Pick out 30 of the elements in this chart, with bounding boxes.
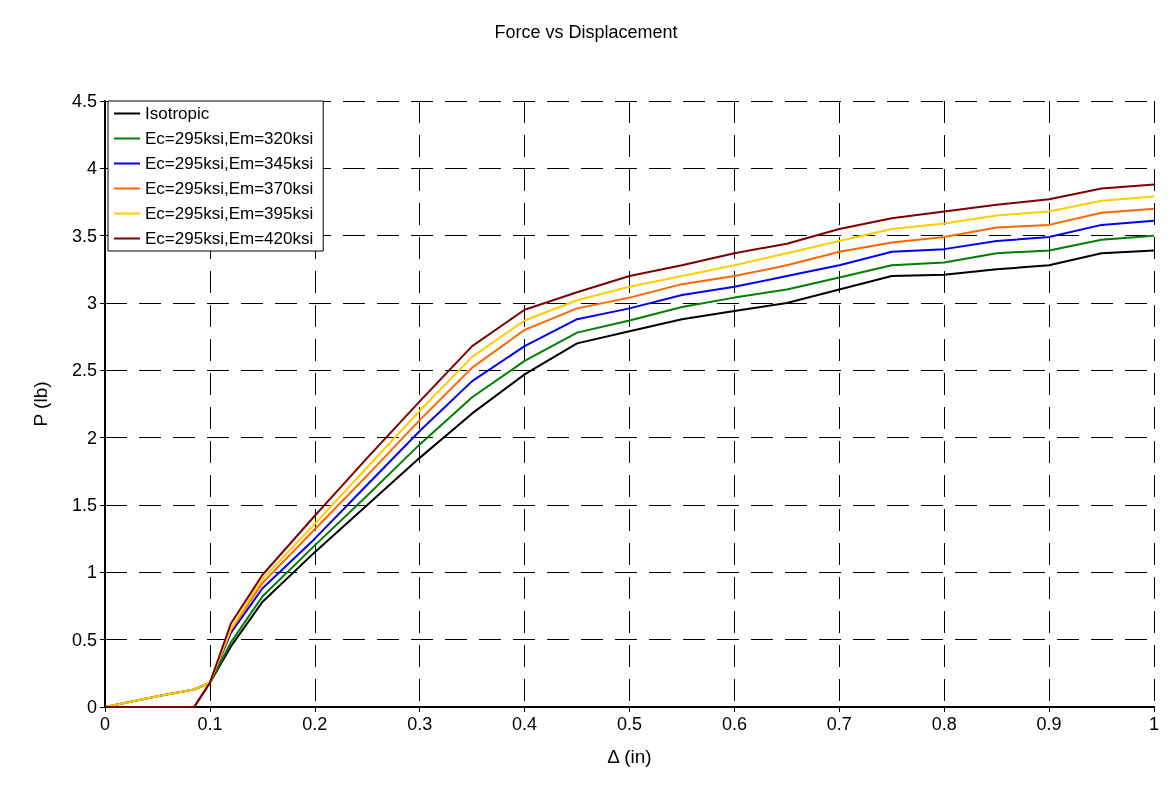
legend-label: Ec=295ksi,Em=420ksi (145, 229, 314, 248)
x-tick-label: 0.1 (197, 714, 223, 734)
x-tick-label: 1 (1148, 714, 1160, 734)
y-tick-label: 4.5 (71, 91, 97, 111)
x-tick-label: 0.7 (826, 714, 852, 734)
x-tick-label: 0.5 (616, 714, 643, 734)
y-tick-label: 1 (86, 562, 97, 583)
legend-label: Ec=295ksi,Em=345ksi (145, 154, 314, 173)
y-tick-label: 0 (86, 697, 97, 717)
y-tick-label: 1.5 (71, 495, 97, 515)
y-tick-label: 2 (86, 427, 97, 448)
x-tick-label: 0.4 (512, 714, 538, 734)
y-tick-label: 3 (86, 293, 97, 313)
y-tick-label: 4 (86, 158, 97, 179)
x-tick-label: 0.6 (721, 714, 747, 734)
x-tick-label: 0.8 (931, 714, 957, 734)
x-tick-label: 0.2 (302, 714, 328, 734)
chart-title: Force vs Displacement (494, 22, 678, 42)
y-tick-label: 0.5 (71, 629, 97, 650)
legend-label: Ec=295ksi,Em=320ksi (145, 129, 314, 148)
y-tick-label: 2.5 (71, 360, 97, 381)
legend-label: Ec=295ksi,Em=370ksi (145, 179, 314, 198)
x-axis-title: Δ (in) (607, 746, 652, 767)
y-tick-label: 3.5 (71, 225, 97, 246)
y-axis-title: P (lb) (30, 381, 51, 427)
legend-label: Ec=295ksi,Em=395ksi (145, 204, 314, 223)
x-tick-label: 0.3 (407, 714, 433, 734)
legend-label: Isotropic (145, 104, 210, 123)
x-tick-label: 0 (99, 714, 111, 734)
x-tick-label: 0.9 (1036, 714, 1062, 734)
